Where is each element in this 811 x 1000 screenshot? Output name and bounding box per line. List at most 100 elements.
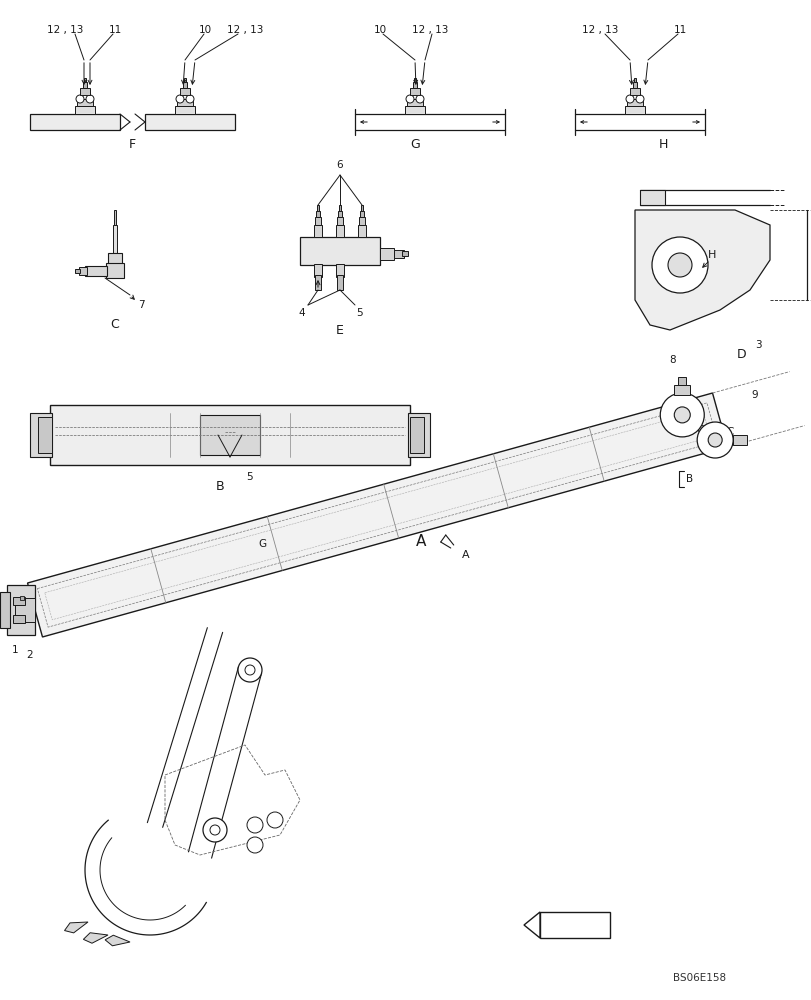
Text: 12 , 13: 12 , 13 bbox=[411, 25, 448, 35]
Text: A: A bbox=[461, 550, 469, 560]
Text: B: B bbox=[684, 474, 692, 484]
Bar bbox=[7, 585, 35, 635]
Bar bbox=[407, 413, 430, 457]
Text: E: E bbox=[336, 324, 344, 336]
Bar bbox=[182, 82, 187, 88]
Bar bbox=[77, 99, 93, 106]
Text: 5: 5 bbox=[247, 472, 253, 482]
Text: 10: 10 bbox=[198, 25, 212, 35]
Bar bbox=[337, 217, 342, 225]
Bar bbox=[677, 377, 685, 385]
Bar bbox=[316, 205, 319, 211]
Bar bbox=[639, 190, 664, 205]
Circle shape bbox=[203, 818, 227, 842]
Text: D: D bbox=[736, 349, 746, 361]
Polygon shape bbox=[28, 393, 727, 637]
Text: 12 , 13: 12 , 13 bbox=[47, 25, 83, 35]
Bar bbox=[405, 106, 424, 114]
Bar bbox=[114, 210, 116, 225]
Circle shape bbox=[651, 237, 707, 293]
Bar bbox=[30, 413, 52, 457]
Text: G: G bbox=[258, 539, 266, 549]
Text: 6: 6 bbox=[337, 160, 343, 170]
Circle shape bbox=[415, 95, 423, 103]
Polygon shape bbox=[64, 922, 88, 933]
Bar bbox=[361, 205, 363, 211]
Bar bbox=[338, 205, 341, 211]
Bar bbox=[413, 82, 417, 88]
Text: 10: 10 bbox=[373, 25, 386, 35]
Text: 4: 4 bbox=[298, 308, 305, 318]
Bar bbox=[75, 106, 95, 114]
Text: FRONT: FRONT bbox=[553, 919, 595, 929]
Bar bbox=[358, 217, 365, 225]
Bar bbox=[85, 266, 107, 276]
Bar bbox=[315, 275, 320, 290]
Bar bbox=[633, 82, 636, 88]
Bar bbox=[410, 417, 423, 453]
Text: 9: 9 bbox=[751, 390, 757, 400]
Bar bbox=[145, 114, 234, 130]
Circle shape bbox=[707, 433, 721, 447]
Bar bbox=[80, 88, 90, 95]
Circle shape bbox=[186, 95, 194, 103]
Bar bbox=[336, 225, 344, 237]
Text: H: H bbox=[707, 250, 715, 260]
Bar bbox=[84, 78, 86, 82]
Bar bbox=[406, 99, 423, 106]
Bar bbox=[393, 250, 404, 258]
Bar bbox=[13, 597, 25, 605]
Circle shape bbox=[635, 95, 643, 103]
Text: F: F bbox=[128, 138, 135, 151]
Bar bbox=[539, 912, 609, 938]
Bar bbox=[315, 217, 320, 225]
Circle shape bbox=[697, 422, 732, 458]
Polygon shape bbox=[84, 933, 108, 943]
Text: B: B bbox=[216, 481, 224, 493]
Bar bbox=[380, 248, 393, 260]
Bar bbox=[315, 211, 320, 217]
Text: G: G bbox=[410, 138, 419, 151]
Bar bbox=[106, 263, 124, 278]
Bar bbox=[314, 225, 322, 237]
Bar bbox=[626, 99, 642, 106]
Bar bbox=[732, 435, 746, 445]
Bar bbox=[75, 269, 80, 273]
Circle shape bbox=[86, 95, 94, 103]
Bar bbox=[0, 592, 10, 628]
Polygon shape bbox=[523, 912, 539, 938]
Bar bbox=[15, 598, 35, 622]
Circle shape bbox=[176, 95, 184, 103]
Text: A: A bbox=[415, 534, 426, 549]
Bar bbox=[180, 88, 190, 95]
Circle shape bbox=[267, 812, 283, 828]
Text: BS06E158: BS06E158 bbox=[672, 973, 726, 983]
Bar bbox=[38, 417, 52, 453]
Bar bbox=[113, 225, 117, 255]
Text: 11: 11 bbox=[672, 25, 686, 35]
Bar bbox=[414, 78, 415, 82]
Bar bbox=[83, 82, 87, 88]
Bar bbox=[633, 78, 635, 82]
Bar bbox=[336, 264, 344, 277]
Circle shape bbox=[667, 253, 691, 277]
Bar bbox=[177, 99, 193, 106]
Circle shape bbox=[406, 95, 414, 103]
Circle shape bbox=[625, 95, 633, 103]
Text: 12 , 13: 12 , 13 bbox=[226, 25, 263, 35]
Bar bbox=[13, 615, 25, 623]
Text: 2: 2 bbox=[27, 650, 33, 660]
Circle shape bbox=[673, 407, 689, 423]
Text: H: H bbox=[658, 138, 667, 151]
Circle shape bbox=[247, 837, 263, 853]
Bar bbox=[50, 405, 410, 465]
Bar bbox=[337, 211, 341, 217]
Bar bbox=[358, 225, 366, 237]
Circle shape bbox=[247, 817, 263, 833]
Text: 7: 7 bbox=[138, 300, 144, 310]
Bar bbox=[673, 385, 689, 395]
Circle shape bbox=[76, 95, 84, 103]
Bar bbox=[200, 415, 260, 455]
Text: G: G bbox=[695, 425, 703, 435]
Circle shape bbox=[659, 393, 703, 437]
